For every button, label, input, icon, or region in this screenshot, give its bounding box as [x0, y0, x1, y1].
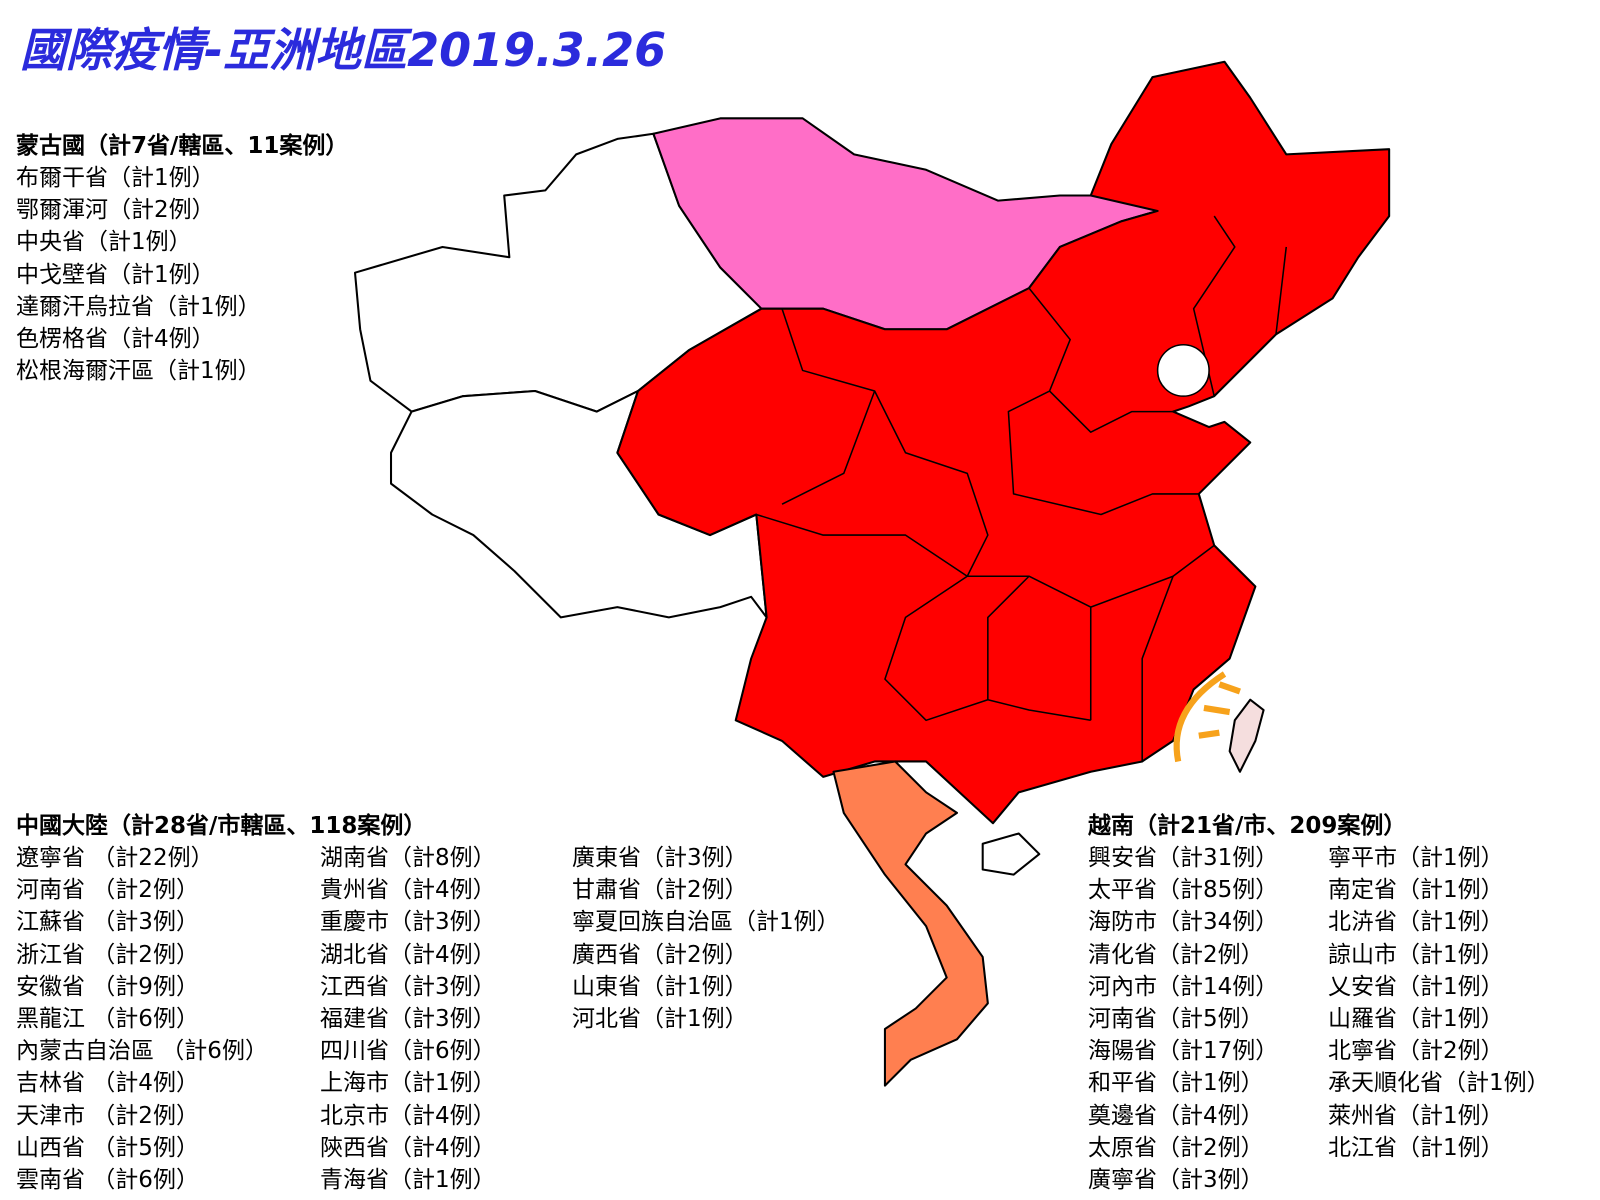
section-heading: 越南（計21省/市、209案例） — [1088, 813, 1407, 839]
list-item: 北泋省（計1例） — [1328, 909, 1504, 936]
list-item: 山西省 （計5例） — [16, 1134, 199, 1161]
list-item: 四川省（計6例） — [320, 1038, 496, 1065]
list-item: 興安省（計31例） — [1088, 845, 1279, 871]
arrows — [1173, 671, 1241, 763]
list-item: 河南省（計5例） — [1088, 1006, 1264, 1032]
list-item: 北江省（計1例） — [1328, 1134, 1504, 1161]
list-item: 遼寧省 （計22例） — [16, 845, 214, 871]
hainan — [981, 832, 1041, 876]
list-item: 布爾干省（計1例） — [16, 165, 215, 191]
list-item: 承天順化省（計1例） — [1328, 1070, 1550, 1097]
list-item: 湖北省（計4例） — [320, 941, 496, 968]
list-item: 江西省（計3例） — [320, 973, 496, 1000]
list-item: 寧夏回族自治區（計1例） — [572, 909, 840, 936]
list-item: 內蒙古自治區 （計6例） — [16, 1038, 268, 1065]
list-item: 湖南省（計8例） — [320, 845, 496, 871]
list-item: 奠邊省（計4例） — [1088, 1102, 1264, 1129]
list-item: 河內市（計14例） — [1088, 973, 1279, 1000]
list-item: 安徽省 （計9例） — [16, 973, 199, 1000]
tibet — [389, 389, 768, 619]
list-item: 海陽省（計17例） — [1088, 1038, 1279, 1065]
list-item: 北寧省（計2例） — [1328, 1038, 1504, 1065]
list-item: 北京市（計4例） — [320, 1102, 496, 1129]
province-borders — [756, 215, 1288, 762]
list-item: 清化省（計2例） — [1088, 941, 1264, 968]
bohai — [1156, 343, 1210, 397]
list-item: 吉林省 （計4例） — [16, 1070, 199, 1097]
list-item: 上海市（計1例） — [320, 1070, 496, 1097]
list-item: 寧平市（計1例） — [1328, 845, 1504, 871]
list-item: 鄂爾渾河（計2例） — [16, 197, 215, 224]
list-item: 南定省（計1例） — [1328, 877, 1504, 904]
list-item: 河北省（計1例） — [572, 1006, 748, 1032]
list-item: 黑龍江 （計6例） — [16, 1006, 199, 1032]
list-item: 海防市（計34例） — [1088, 909, 1279, 936]
list-item: 重慶市（計3例） — [320, 909, 496, 936]
list-item: 萊州省（計1例） — [1328, 1102, 1504, 1129]
taiwan — [1228, 698, 1265, 773]
title: 國際疫情-亞洲地區2019.3.26 — [20, 23, 667, 77]
vietnam — [832, 760, 989, 1087]
list-item: 河南省 （計2例） — [16, 877, 199, 904]
list-item: 廣寧省（計3例） — [1088, 1167, 1264, 1193]
list-item: 廣西省（計2例） — [572, 941, 748, 968]
list-item: 山東省（計1例） — [572, 973, 748, 1000]
list-item: 色楞格省（計4例） — [16, 326, 215, 352]
list-item: 雲南省 （計6例） — [16, 1167, 199, 1193]
list-item: 青海省（計1例） — [320, 1167, 496, 1193]
section-heading: 蒙古國（計7省/轄區、11案例） — [16, 133, 349, 159]
list-item: 諒山市（計1例） — [1328, 941, 1504, 968]
list-item: 松根海爾汗區（計1例） — [16, 358, 261, 385]
section-heading: 中國大陸（計28省/市轄區、118案例） — [16, 813, 427, 839]
list-item: 太平省（計85例） — [1088, 877, 1279, 904]
list-item: 福建省（計3例） — [320, 1006, 496, 1032]
list-item: 陝西省（計4例） — [320, 1134, 496, 1161]
list-item: 達爾汗烏拉省（計1例） — [16, 293, 261, 320]
list-item: 貴州省（計4例） — [320, 877, 496, 904]
list-item: 和平省（計1例） — [1088, 1070, 1264, 1097]
list-item: 乂安省（計1例） — [1328, 973, 1504, 1000]
list-item: 江蘇省 （計3例） — [16, 909, 199, 936]
list-item: 中央省（計1例） — [16, 229, 192, 256]
list-item: 太原省（計2例） — [1088, 1134, 1264, 1161]
list-item: 山羅省（計1例） — [1328, 1006, 1504, 1032]
list-item: 天津市 （計2例） — [16, 1102, 199, 1129]
list-item: 甘肅省（計2例） — [572, 877, 748, 904]
list-item: 浙江省 （計2例） — [16, 941, 199, 968]
list-item: 廣東省（計3例） — [572, 845, 748, 871]
list-item: 中戈壁省（計1例） — [16, 261, 215, 288]
